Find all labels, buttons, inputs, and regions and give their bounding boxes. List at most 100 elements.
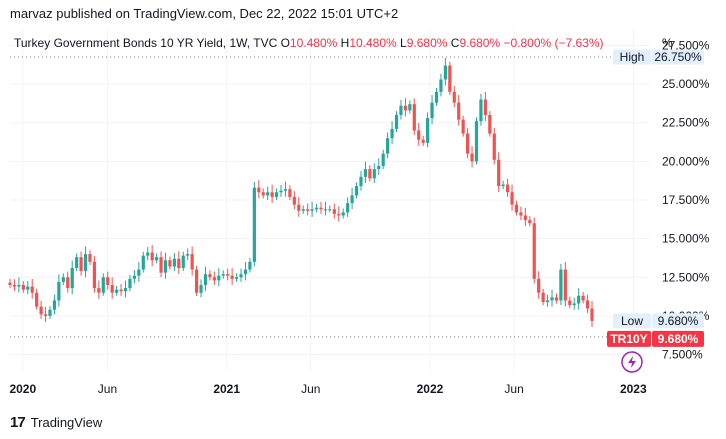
candle-body xyxy=(572,303,576,306)
candle-body xyxy=(194,269,199,293)
candle-body xyxy=(354,186,359,196)
candle-body xyxy=(146,252,150,256)
candle-body xyxy=(243,269,248,275)
candle-body xyxy=(252,187,256,262)
candle-body xyxy=(426,118,430,143)
price-chart[interactable]: 7.500%10.000%12.500%15.000%17.500%20.000… xyxy=(0,30,726,402)
candle-body xyxy=(52,300,57,310)
x-tick-label: 2021 xyxy=(213,382,240,396)
candle-body xyxy=(26,286,30,290)
y-tick-label: 27.500% xyxy=(662,38,710,52)
candle-body xyxy=(190,254,194,270)
x-axis: 2020 Jun 2021 Jun 2022 Jun 2023 xyxy=(9,382,647,396)
candle-body xyxy=(274,192,279,197)
candle-body xyxy=(292,196,296,205)
candle-body xyxy=(550,297,554,301)
price-markers: High 26.750% Low 9.680% TR10Y 9.680% xyxy=(607,49,704,347)
chart-area[interactable]: 7.500%10.000%12.500%15.000%17.500%20.000… xyxy=(0,30,726,402)
candle-body xyxy=(21,285,25,290)
candle-body xyxy=(372,169,376,179)
candle-body xyxy=(310,209,314,211)
x-tick-label: Jun xyxy=(98,382,117,396)
candle-body xyxy=(239,274,243,278)
candle-body xyxy=(75,257,79,268)
candle-body xyxy=(457,102,461,120)
candle-body xyxy=(92,261,97,289)
candle-body xyxy=(328,209,332,211)
candle-body xyxy=(66,277,70,289)
candle-body xyxy=(341,212,345,216)
candle-body xyxy=(368,169,372,179)
lightning-icon[interactable] xyxy=(621,351,643,373)
candle-body xyxy=(288,189,292,197)
candle-body xyxy=(150,252,154,261)
candle-body xyxy=(408,104,412,111)
low-label: Low xyxy=(621,314,643,328)
candle-body xyxy=(439,79,443,92)
candle-body xyxy=(137,269,141,276)
candle-body xyxy=(155,257,159,261)
candle-body xyxy=(470,153,474,162)
legend: Turkey Government Bonds 10 YR Yield, 1W,… xyxy=(14,36,604,50)
candle-body xyxy=(168,260,172,267)
candle-body xyxy=(461,119,465,134)
candle-body xyxy=(115,289,119,293)
candle-body xyxy=(203,274,208,285)
candle-body xyxy=(257,187,261,193)
candle-body xyxy=(563,269,567,301)
y-tick-label: 22.500% xyxy=(662,116,710,130)
candle-body xyxy=(199,285,203,293)
candle-body xyxy=(319,207,323,210)
candle-body xyxy=(279,190,283,193)
candle-body xyxy=(35,292,39,307)
candle-body xyxy=(208,274,212,278)
candle-body xyxy=(248,261,252,270)
candle-body xyxy=(510,192,514,205)
y-tick-label: 15.000% xyxy=(662,232,710,246)
candle-body xyxy=(141,255,145,270)
legend-close: 9.680% xyxy=(459,36,501,50)
tradingview-logo-icon: 17 xyxy=(10,414,26,431)
candle-body xyxy=(483,99,487,115)
candle-body xyxy=(377,166,381,170)
candle-body xyxy=(297,204,301,211)
axis-unit-label: % xyxy=(662,36,673,50)
candle-body xyxy=(8,282,12,285)
candle-body xyxy=(452,91,456,103)
grid xyxy=(10,30,650,370)
candle-body xyxy=(505,184,510,193)
candle-body xyxy=(266,192,270,196)
candle-body xyxy=(394,115,399,129)
candle-body xyxy=(568,300,572,306)
candle-body xyxy=(466,133,470,154)
low-value-bg xyxy=(652,313,704,329)
low-value: 9.680% xyxy=(658,314,699,328)
legend-open: 10.480% xyxy=(289,36,338,50)
candle-body xyxy=(132,275,136,279)
candle-body xyxy=(79,257,83,272)
legend-symbol: Turkey Government Bonds 10 YR Yield, 1W,… xyxy=(14,36,278,50)
legend-low: 9.680% xyxy=(406,36,448,50)
publisher-line: marvaz published on TradingView.com, Dec… xyxy=(10,6,399,21)
candle-body xyxy=(488,115,492,134)
candle-body xyxy=(474,121,479,162)
legend-change: −0.800% (−7.63%) xyxy=(503,36,604,50)
legend-high-key: H xyxy=(340,36,350,50)
high-marker: High 26.750% xyxy=(613,49,704,65)
low-marker: Low 9.680% xyxy=(613,313,704,329)
candle-body xyxy=(390,128,394,139)
candle-body xyxy=(479,99,483,122)
candle-body xyxy=(123,288,128,292)
brand-name[interactable]: TradingView xyxy=(30,415,103,430)
candle-body xyxy=(514,204,519,213)
candle-body xyxy=(430,102,434,119)
candle-body xyxy=(577,295,581,304)
candle-body xyxy=(186,254,190,256)
footer: 17 TradingView xyxy=(10,414,102,431)
candle-body xyxy=(221,274,225,276)
candle-body xyxy=(128,278,132,289)
candle-body xyxy=(492,133,496,160)
candle-body xyxy=(403,105,408,111)
candle-body xyxy=(523,215,527,221)
candle-body xyxy=(270,192,274,197)
